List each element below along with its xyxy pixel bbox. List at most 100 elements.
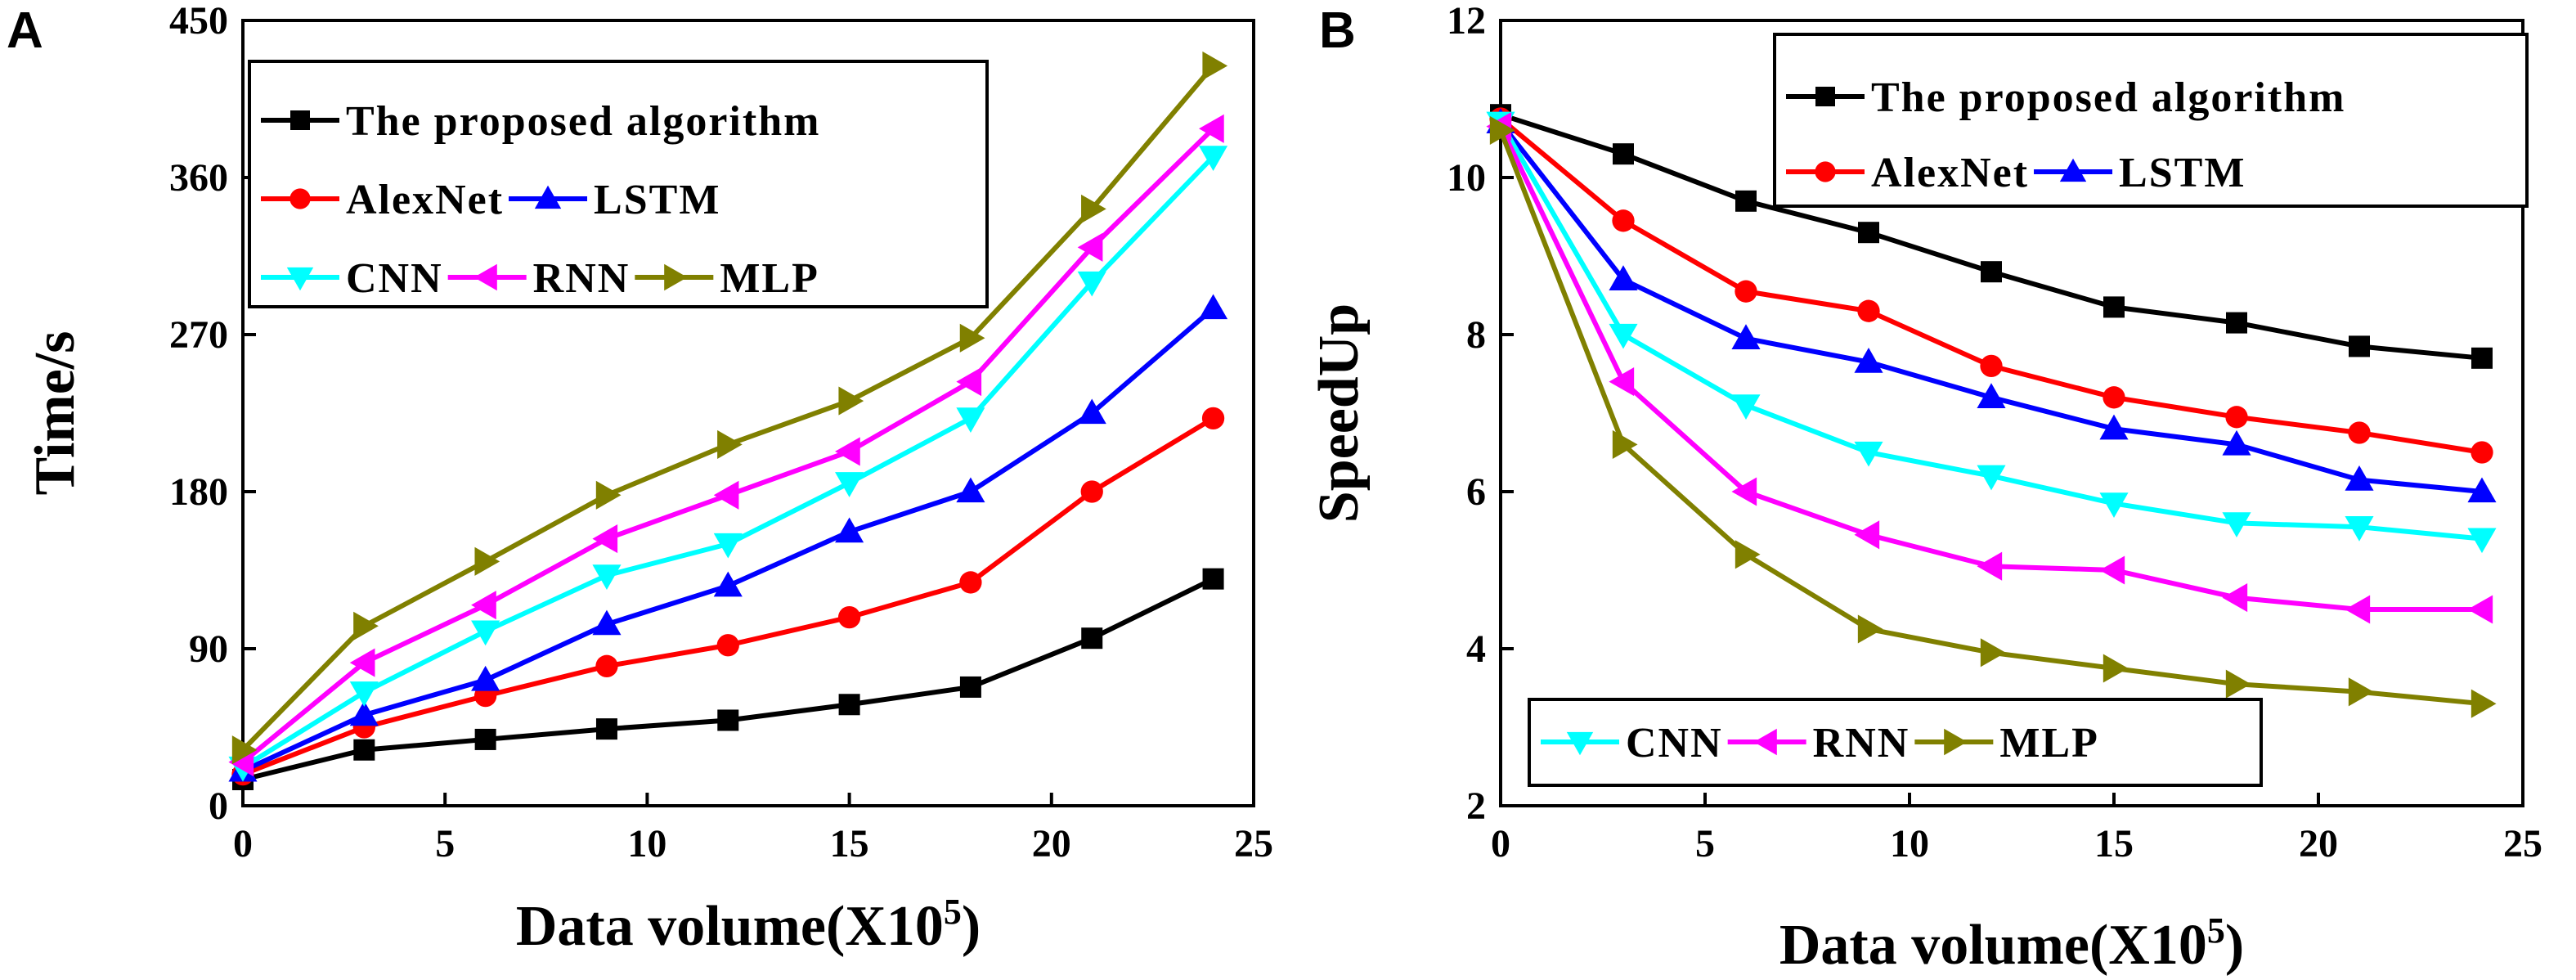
legend-label: The proposed algorithm: [346, 98, 820, 145]
data-point: [1609, 265, 1638, 290]
y-tick-label: 450: [169, 0, 228, 43]
x-tick-label: 0: [1491, 822, 1510, 865]
data-point: [1609, 323, 1638, 349]
data-point: [1735, 280, 1757, 303]
data-point: [959, 676, 981, 698]
data-point: [474, 728, 496, 750]
data-point: [1080, 480, 1103, 503]
y-tick-label: 0: [209, 784, 228, 828]
data-point: [1854, 441, 1883, 467]
data-point: [349, 681, 379, 707]
legend-marker: [473, 263, 497, 291]
data-point: [595, 480, 622, 510]
y-tick-label: 90: [189, 627, 228, 671]
data-point: [349, 700, 379, 726]
data-point: [1489, 115, 1515, 145]
data-point: [2226, 312, 2247, 334]
data-point: [1858, 222, 1879, 244]
series-rnn: [1486, 112, 2493, 624]
data-point: [1199, 294, 1228, 320]
data-point: [1077, 398, 1106, 425]
data-point: [838, 694, 860, 716]
data-point: [1731, 394, 1761, 420]
legend-label: AlexNet: [346, 177, 504, 223]
data-point: [353, 611, 379, 641]
data-point: [2222, 512, 2251, 537]
x-axis-title-main: Data volume(X10: [516, 895, 944, 958]
data-point: [1077, 271, 1106, 297]
legend-label: RNN: [1813, 720, 1910, 766]
data-point: [349, 648, 375, 677]
data-point: [835, 472, 864, 497]
data-point: [595, 654, 618, 677]
data-point: [2471, 347, 2493, 369]
data-point: [2467, 595, 2493, 624]
data-point: [1612, 429, 1638, 459]
plot-frame: [1499, 19, 2524, 807]
data-point: [2467, 528, 2497, 554]
data-point: [2222, 429, 2251, 456]
data-point: [956, 367, 982, 397]
data-point: [592, 564, 622, 590]
plot-frame: [241, 19, 1255, 807]
legend-marker: [1753, 728, 1777, 756]
x-tick-label: 15: [830, 822, 869, 865]
data-point: [2099, 414, 2129, 440]
y-tick-label: 360: [169, 156, 228, 200]
y-tick-label: 6: [1466, 470, 1486, 514]
series-rnn: [228, 114, 1224, 777]
data-point: [1854, 348, 1883, 373]
legend-marker: [534, 185, 562, 209]
data-point: [2349, 335, 2370, 357]
data-point: [959, 571, 982, 594]
panel-letter: B: [1319, 2, 1356, 59]
y-tick-label: 8: [1466, 313, 1486, 357]
data-point: [1854, 520, 1880, 550]
data-point: [1980, 638, 2006, 668]
data-point: [717, 709, 739, 731]
series-cnn: [1486, 111, 2497, 554]
series-line: [1498, 129, 2483, 707]
data-point: [2345, 595, 2371, 624]
x-tick-label: 10: [627, 822, 666, 865]
data-point: [1202, 568, 1224, 590]
x-axis-title-exponent: 5: [2207, 910, 2225, 951]
data-point: [1077, 232, 1103, 262]
series-mlp: [1489, 115, 2497, 718]
data-point: [959, 323, 985, 353]
data-point: [1202, 51, 1228, 81]
data-point: [592, 524, 618, 554]
series-lstm: [1486, 108, 2497, 503]
data-point: [1613, 143, 1634, 165]
x-axis-title-close: ): [2225, 914, 2244, 977]
data-point: [2225, 406, 2248, 429]
series-mlp: [231, 51, 1228, 765]
data-point: [592, 609, 622, 636]
x-tick-label: 5: [1695, 822, 1715, 865]
data-point: [1980, 354, 2003, 378]
legend: The proposed algorithm AlexNet LSTM: [1773, 33, 2529, 208]
data-point: [2471, 441, 2493, 464]
legend: The proposed algorithm AlexNet LSTM CNN RNN M…: [248, 60, 989, 308]
data-point: [717, 429, 743, 459]
y-tick-label: 10: [1447, 156, 1486, 200]
x-tick-label: 10: [1890, 822, 1929, 865]
data-point: [956, 407, 985, 433]
data-point: [2348, 677, 2374, 707]
series-lstm: [228, 294, 1228, 782]
legend-box: [1773, 33, 2529, 208]
y-tick-label: 4: [1466, 627, 1486, 671]
legend-marker: [1815, 161, 1836, 182]
data-point: [956, 477, 985, 503]
data-point: [231, 735, 258, 765]
x-tick-label: 20: [2299, 822, 2338, 865]
y-axis-title: Time/s: [24, 331, 87, 496]
legend-box: [248, 60, 989, 308]
legend-label: MLP: [720, 255, 819, 302]
data-point: [1857, 299, 1880, 322]
panel-letter: A: [7, 2, 43, 59]
legend-marker: [289, 188, 311, 209]
chart-panel-a: A 0 90 180 270 360 450 0 5 10 15 20 25 Time/s Data vol…: [7, 0, 1273, 958]
series-alexnet: [231, 407, 1225, 786]
data-point: [2225, 669, 2251, 699]
